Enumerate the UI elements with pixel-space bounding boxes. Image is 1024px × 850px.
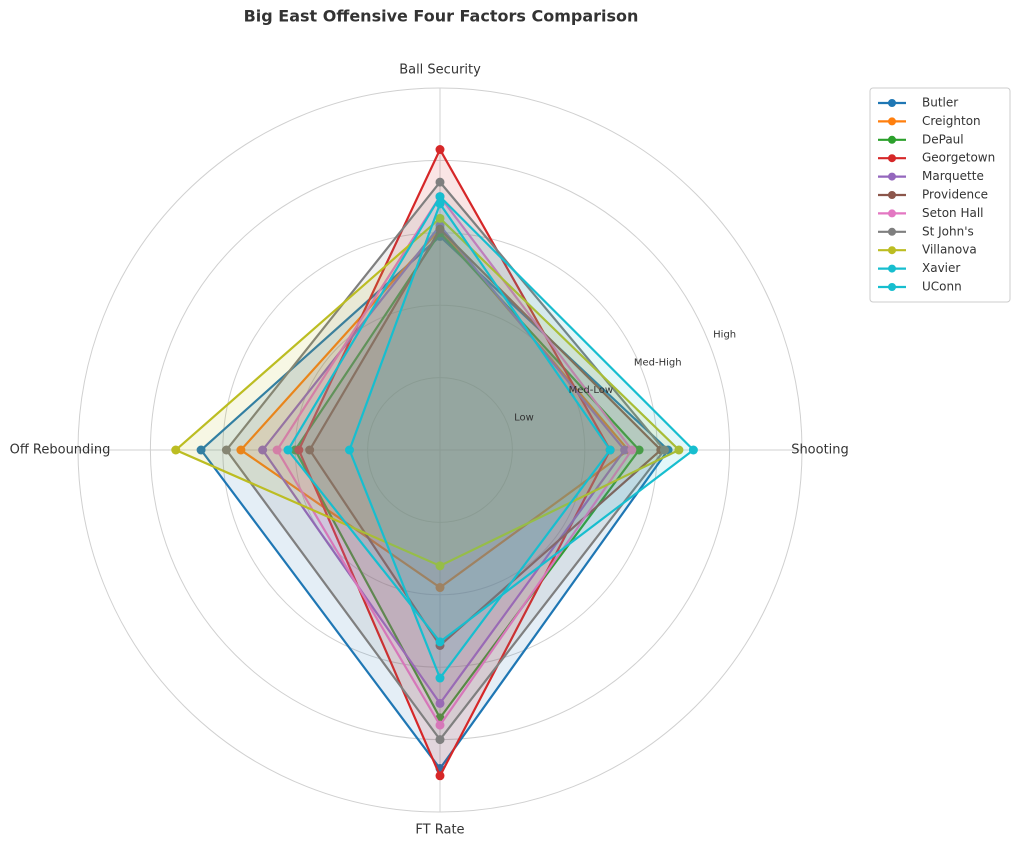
series-point	[435, 637, 445, 647]
series-point	[196, 445, 206, 455]
series-point	[627, 445, 637, 455]
series-point	[345, 445, 354, 455]
axis-label: Off Rebounding	[10, 443, 111, 458]
legend-label: Villanova	[922, 243, 977, 257]
legend-marker	[888, 172, 896, 181]
series-point	[305, 445, 315, 455]
series-point	[435, 698, 445, 708]
legend-label: Marquette	[922, 169, 984, 183]
legend-label: Seton Hall	[922, 206, 984, 220]
series-point	[283, 445, 293, 455]
series-point	[605, 445, 615, 455]
legend-marker	[888, 246, 896, 255]
series-point	[435, 583, 445, 593]
legend-label: Butler	[922, 96, 958, 110]
legend-marker	[888, 99, 896, 107]
series-point	[435, 720, 445, 730]
legend-label: Creighton	[922, 114, 981, 128]
series-point	[435, 771, 445, 781]
legend-marker	[888, 117, 896, 126]
axis-label: Ball Security	[399, 63, 481, 78]
chart-title: Big East Offensive Four Factors Comparis…	[244, 7, 639, 26]
series-point	[674, 445, 684, 455]
legend-label: Georgetown	[922, 151, 995, 165]
legend-box	[869, 87, 1011, 303]
r-tick-label: Med-Low	[569, 385, 613, 396]
series-point	[258, 445, 268, 455]
series-point	[221, 445, 231, 455]
legend-label: Providence	[922, 188, 988, 202]
series-point	[171, 445, 181, 455]
series-point	[435, 561, 445, 571]
legend-marker	[888, 264, 896, 273]
legend-marker	[888, 209, 896, 218]
series-point	[272, 445, 282, 455]
series-point	[435, 673, 445, 683]
legend-marker	[888, 283, 896, 291]
axis-label: FT Rate	[415, 823, 464, 838]
legend-label: UConn	[922, 280, 962, 294]
series-point	[435, 177, 445, 187]
series-point	[659, 445, 669, 455]
series-point	[435, 213, 445, 223]
series-point	[435, 145, 445, 155]
axis-label: Shooting	[791, 443, 849, 458]
r-tick-label: Low	[514, 413, 534, 424]
legend-label: DePaul	[922, 132, 964, 146]
series-point	[435, 735, 445, 745]
series-point	[634, 445, 644, 455]
legend-label: St John's	[922, 224, 974, 238]
series-point	[435, 224, 445, 234]
series-point	[294, 445, 304, 455]
legend-marker	[888, 227, 896, 236]
legend-marker	[888, 154, 896, 163]
r-tick-label: Med-High	[634, 357, 682, 368]
legend-label: Xavier	[922, 261, 960, 275]
r-tick-label: High	[713, 330, 736, 341]
series-point	[688, 445, 698, 455]
legend-marker	[888, 135, 896, 144]
series-point	[435, 199, 445, 209]
legend-marker	[888, 191, 896, 199]
series-point	[236, 445, 246, 455]
series-point	[620, 445, 630, 455]
series-point	[435, 192, 445, 202]
